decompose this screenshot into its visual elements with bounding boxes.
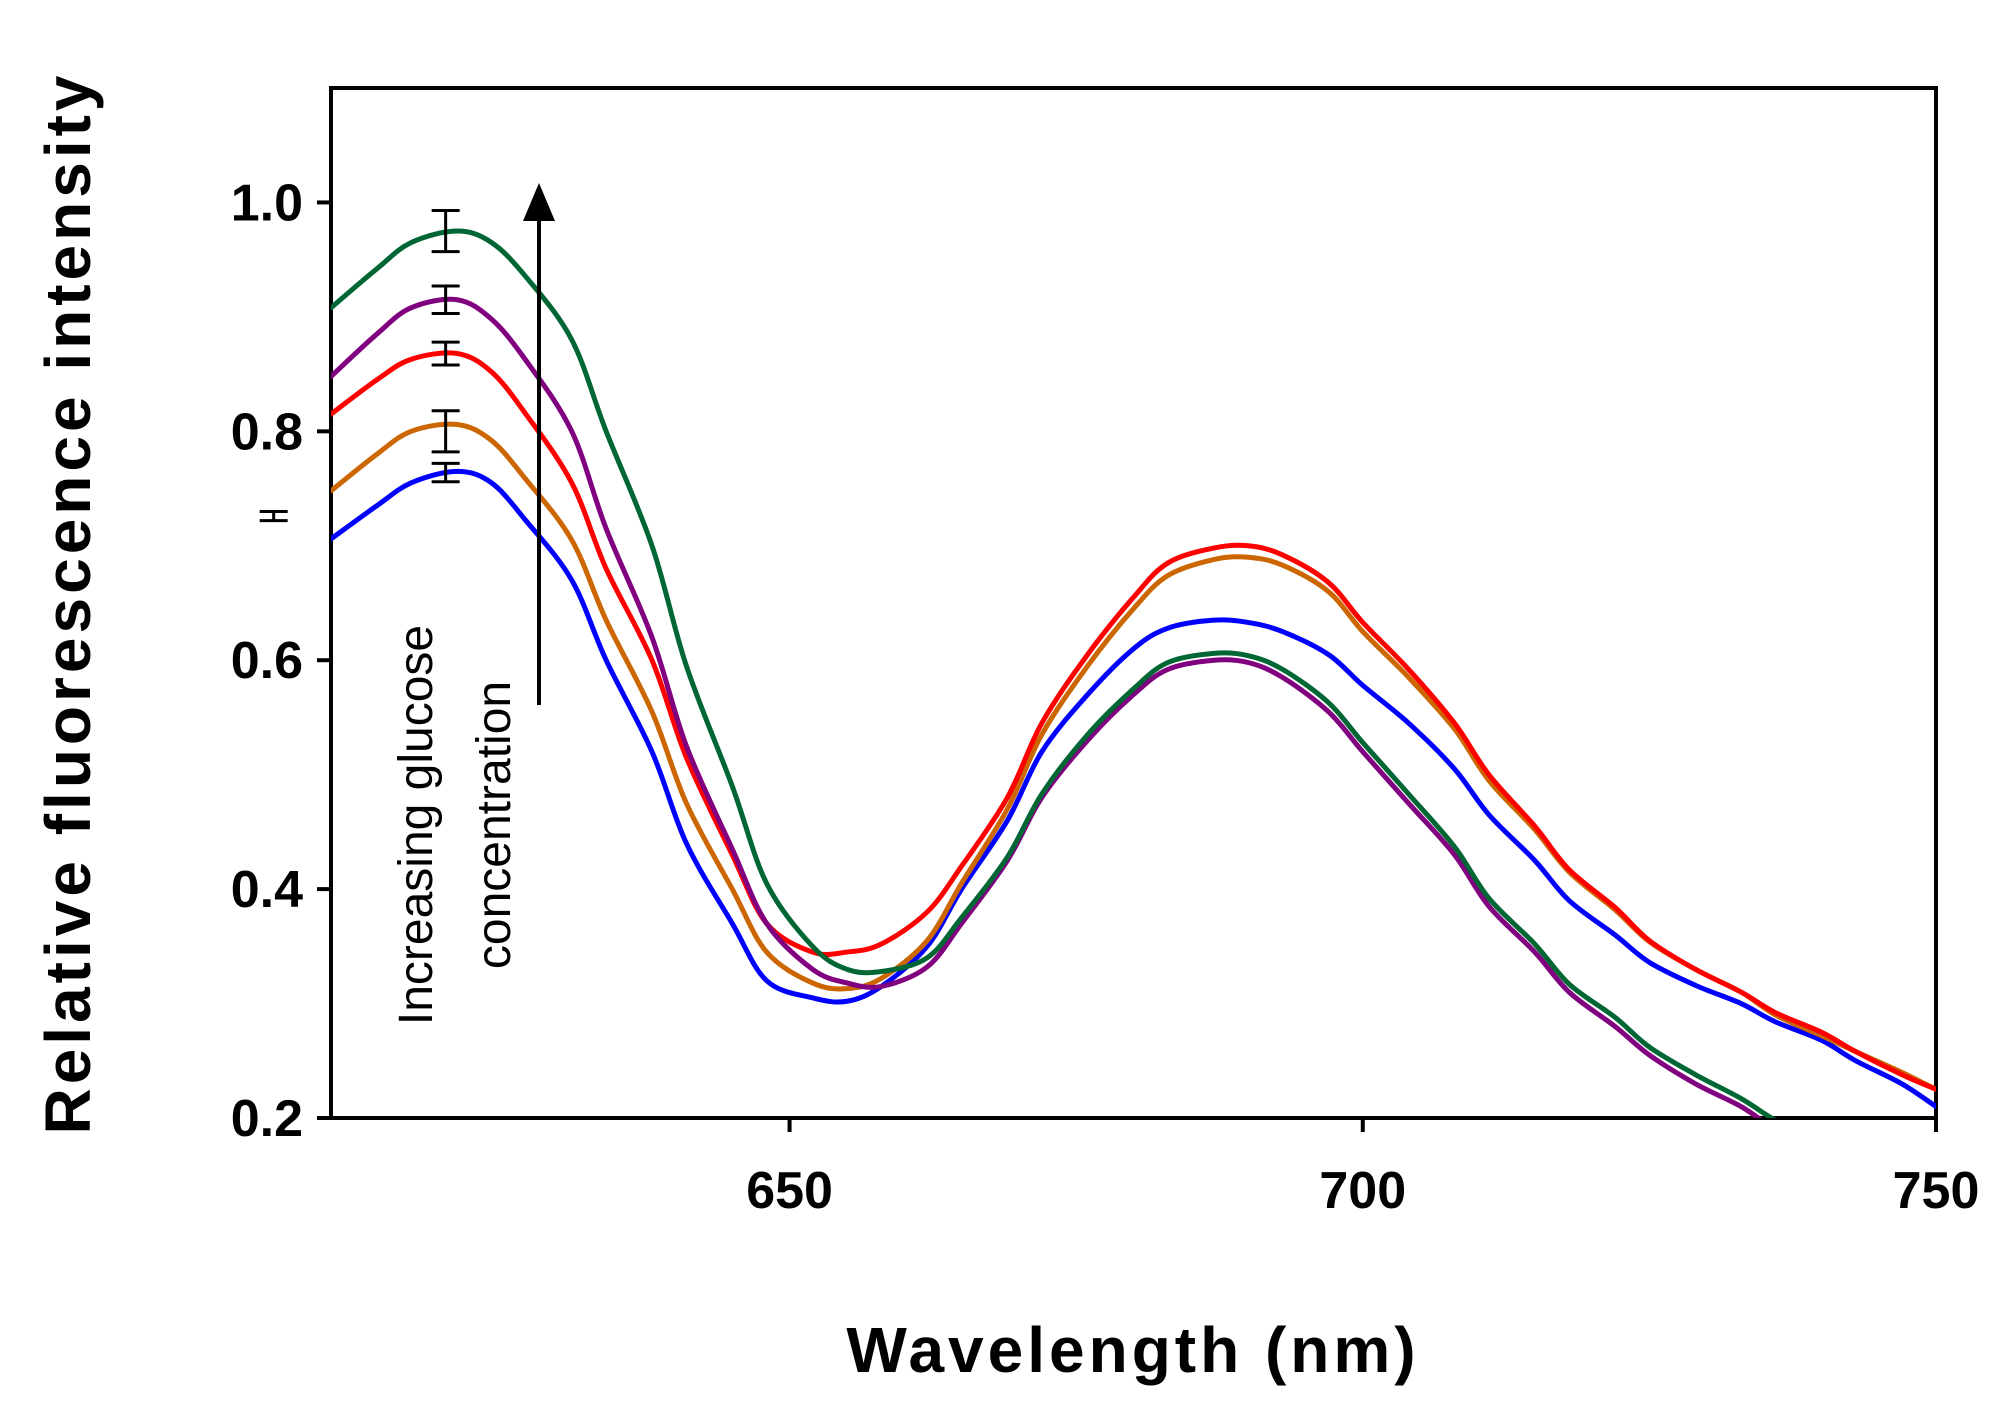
increase-arrow-icon [523, 183, 555, 221]
y-tick-label: 0.8 [231, 403, 303, 461]
series-line-blue [331, 468, 1936, 1110]
series-line-teal [331, 228, 1777, 1118]
series-line-orange [331, 421, 1936, 1092]
x-tick-label: 750 [1893, 1162, 1980, 1220]
x-tick-label: 650 [746, 1162, 833, 1220]
error-bar [259, 509, 288, 523]
y-tick-label: 0.2 [231, 1090, 303, 1148]
plot-frame [329, 86, 1938, 1120]
y-axis-title: Relative fluorescence intensity [32, 71, 104, 1134]
x-tick-label: 700 [1319, 1162, 1406, 1220]
series-line-red [331, 350, 1936, 1092]
ticks-group: 0.2 0.4 0.6 0.8 1.0 650 700 750 [231, 174, 1980, 1220]
annotation-line-2: concentration [468, 681, 521, 969]
series-line-purple [331, 296, 1763, 1118]
annotation-line-1: Increasing glucose [390, 625, 443, 1025]
error-bar [431, 284, 460, 315]
y-tick-label: 1.0 [231, 174, 303, 232]
y-tick-label: 0.4 [231, 861, 303, 919]
error-bar [431, 208, 460, 254]
error-bar-group [259, 208, 460, 523]
x-axis-title: Wavelength (nm) [846, 1314, 1419, 1386]
error-bar [431, 340, 460, 367]
error-bar [431, 409, 460, 454]
y-tick-label: 0.6 [231, 632, 303, 690]
glucose-annotation: Increasing glucose concentration [390, 183, 555, 1025]
error-bar [431, 461, 460, 484]
series-group [331, 228, 1936, 1118]
